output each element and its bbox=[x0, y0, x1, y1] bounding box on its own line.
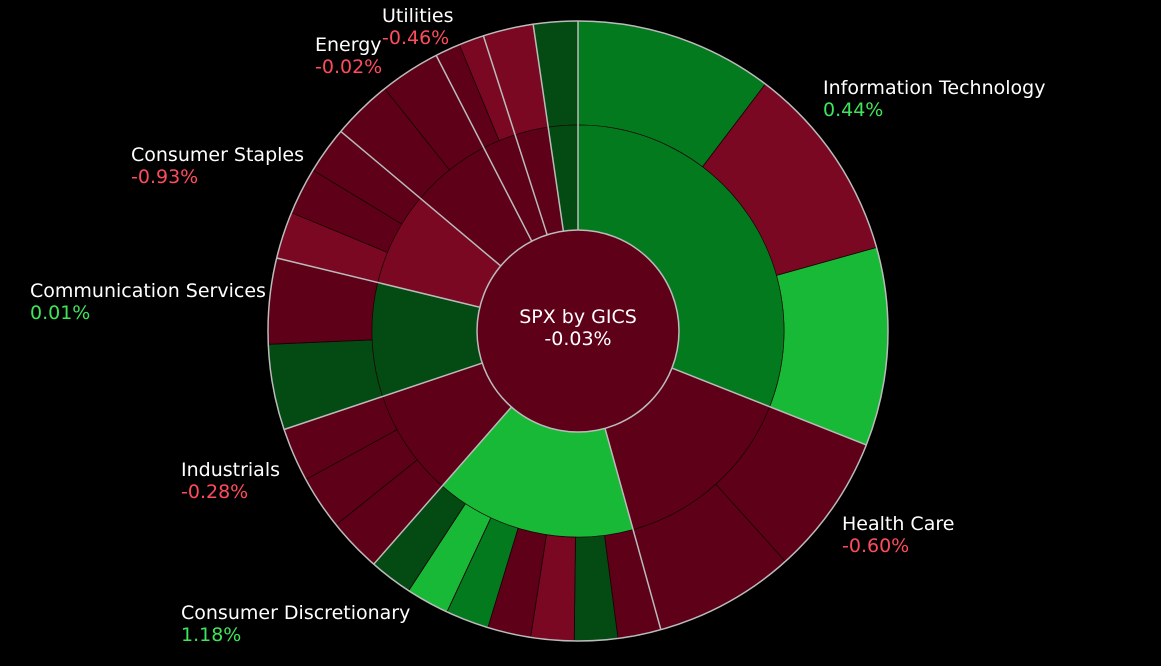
sector-change: -0.28% bbox=[181, 481, 249, 503]
label-consumer-staples: Consumer Staples -0.93% bbox=[131, 144, 304, 188]
sector-divider bbox=[532, 24, 565, 232]
sector-name: Industrials bbox=[181, 459, 281, 481]
label-information-technology: Information Technology 0.44% bbox=[823, 77, 1045, 121]
chart-border bbox=[267, 20, 889, 642]
label-communication-services: Communication Services 0.01% bbox=[30, 280, 266, 324]
sector-name: Information Technology bbox=[823, 77, 1046, 99]
sector-name: Communication Services bbox=[30, 280, 266, 302]
label-industrials: Industrials -0.28% bbox=[181, 459, 280, 503]
sector-divider bbox=[373, 406, 513, 565]
sector-divider bbox=[276, 257, 481, 308]
chart-title: SPX by GICS bbox=[519, 306, 637, 328]
sector-name: Utilities bbox=[382, 5, 454, 27]
sector-change: 1.18% bbox=[181, 624, 242, 646]
sector-divider bbox=[671, 367, 867, 446]
sector-dividers bbox=[276, 21, 867, 630]
industry-ring bbox=[267, 20, 889, 642]
sector-divider bbox=[435, 55, 533, 242]
sector-divider bbox=[482, 35, 548, 236]
sector-change: -0.02% bbox=[315, 56, 383, 78]
sector-divider bbox=[604, 428, 662, 630]
sector-divider bbox=[283, 362, 483, 431]
center-label: SPX by GICS -0.03% bbox=[478, 306, 678, 350]
sector-change: 0.01% bbox=[30, 302, 91, 324]
sector-ring bbox=[371, 124, 785, 538]
label-health-care: Health Care -0.60% bbox=[842, 513, 954, 557]
sector-change: -0.46% bbox=[382, 27, 450, 49]
sector-change: -0.93% bbox=[131, 166, 199, 188]
label-utilities: Utilities -0.46% bbox=[382, 5, 454, 49]
sector-name: Consumer Staples bbox=[131, 144, 305, 166]
sector-name: Energy bbox=[315, 34, 382, 56]
sector-name: Consumer Discretionary bbox=[181, 602, 411, 624]
sector-change: 0.44% bbox=[823, 99, 884, 121]
sector-divider bbox=[340, 130, 502, 267]
center-disc bbox=[476, 229, 680, 433]
label-consumer-discretionary: Consumer Discretionary 1.18% bbox=[181, 602, 410, 646]
sector-name: Health Care bbox=[842, 513, 955, 535]
total-change: -0.03% bbox=[544, 328, 612, 350]
sector-change: -0.60% bbox=[842, 535, 910, 557]
label-energy: Energy -0.02% bbox=[315, 34, 382, 78]
